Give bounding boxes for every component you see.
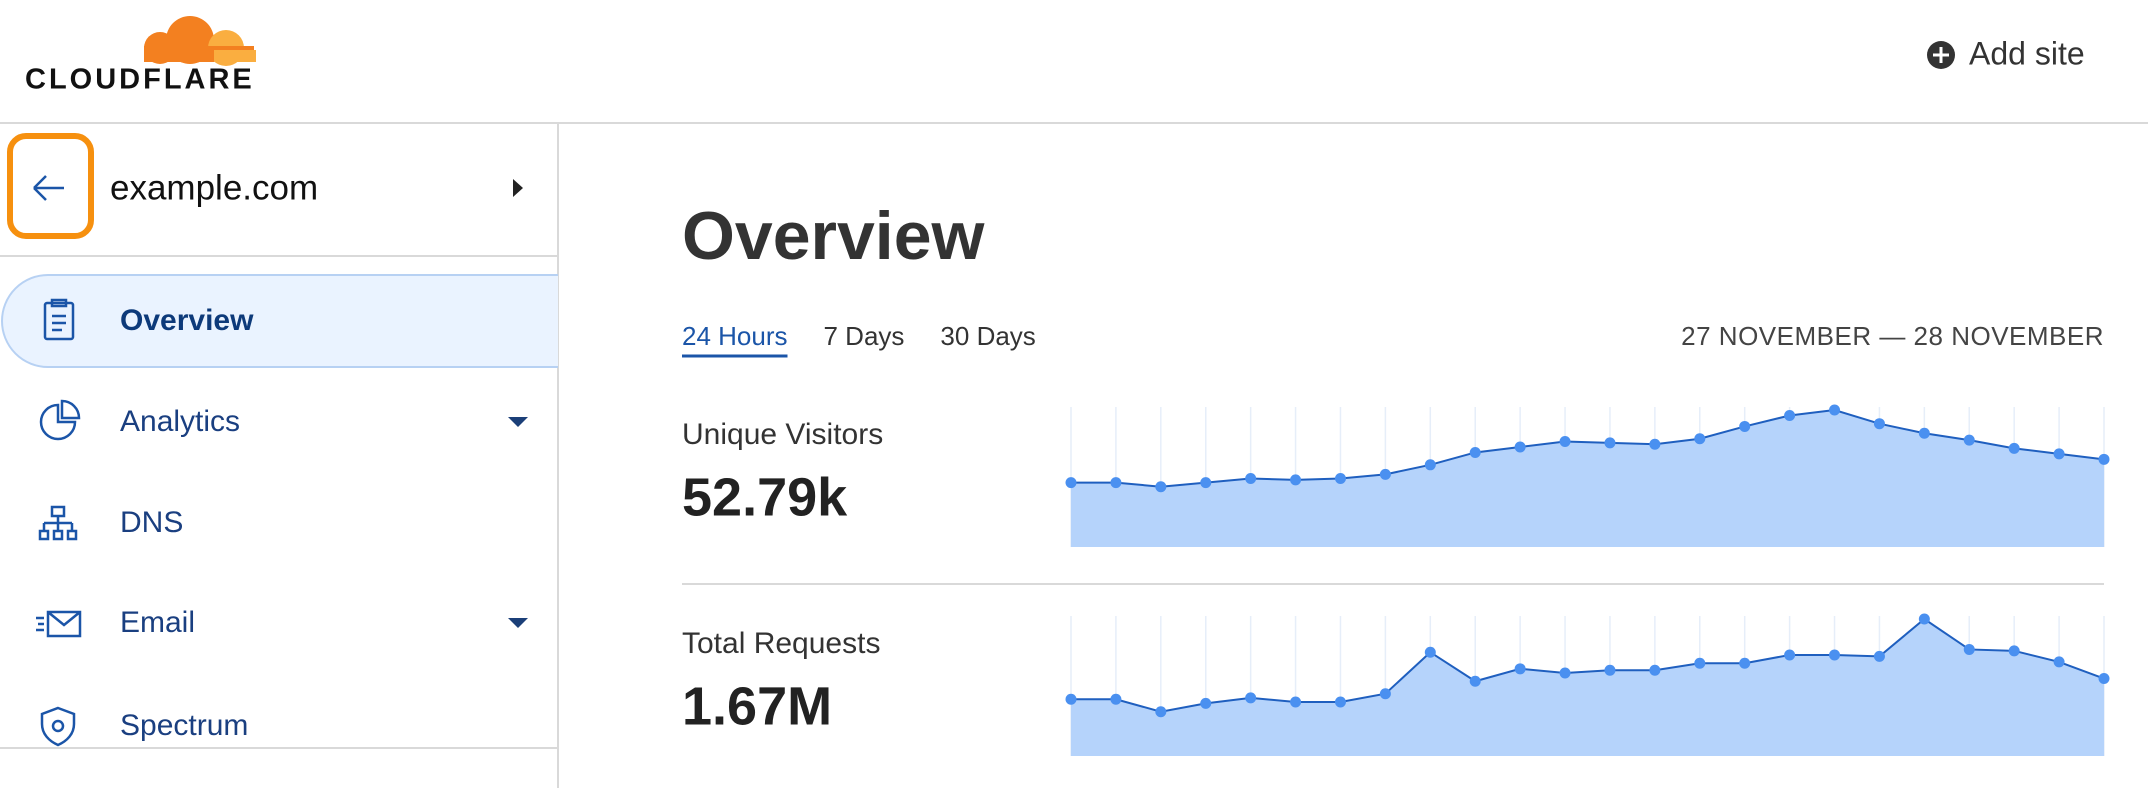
point <box>1155 481 1167 493</box>
point <box>1873 418 1885 430</box>
point <box>1649 438 1661 450</box>
point <box>2008 645 2020 657</box>
site-menu-arrow[interactable] <box>513 179 523 197</box>
point <box>1829 649 1841 661</box>
date-range: 27 NOVEMBER — 28 NOVEMBER <box>1681 321 2104 351</box>
point <box>1604 437 1616 449</box>
nav-item[interactable]: Analytics <box>120 405 240 438</box>
site-name[interactable]: example.com <box>110 168 318 207</box>
point <box>1200 697 1212 709</box>
point <box>2008 442 2020 454</box>
point <box>1155 706 1167 718</box>
point <box>1424 459 1436 471</box>
point <box>2053 448 2065 460</box>
stat-label: Total Requests <box>682 627 880 660</box>
point <box>1334 696 1346 708</box>
stat-value: 52.79k <box>682 467 848 527</box>
point <box>1784 649 1796 661</box>
nav-item[interactable]: Spectrum <box>120 709 248 742</box>
point <box>1559 436 1571 448</box>
point <box>1110 693 1122 705</box>
nav-item[interactable]: Overview <box>120 304 254 337</box>
nav-active-bg <box>1 274 558 368</box>
nav-item[interactable]: DNS <box>120 506 183 539</box>
point <box>2098 673 2110 685</box>
point <box>1065 693 1077 705</box>
point <box>1784 409 1796 421</box>
back-highlight <box>7 133 94 239</box>
point <box>1065 477 1077 489</box>
point <box>1514 441 1526 453</box>
point <box>1379 468 1391 480</box>
logo-text: CLOUDFLARE <box>25 64 255 96</box>
point <box>1649 664 1661 676</box>
tab[interactable]: 7 Days <box>824 321 905 351</box>
area <box>1071 410 2104 547</box>
point <box>1514 663 1526 675</box>
point <box>1200 477 1212 489</box>
logo[interactable]: CLOUDFLARE <box>25 16 256 96</box>
point <box>1290 696 1302 708</box>
point <box>1245 692 1257 704</box>
point <box>2098 453 2110 465</box>
point <box>1334 473 1346 484</box>
point <box>1829 404 1841 416</box>
add-site[interactable]: Add site <box>1927 35 2085 71</box>
back-button[interactable] <box>33 175 64 201</box>
line <box>1071 408 2105 488</box>
add-site-label: Add site <box>1969 35 2085 71</box>
point <box>2053 656 2065 668</box>
point <box>1963 643 1975 655</box>
point <box>1245 473 1257 484</box>
point <box>1918 613 1930 625</box>
point <box>1963 434 1975 446</box>
nav-item[interactable]: Email <box>120 606 195 639</box>
point <box>1379 688 1391 700</box>
tab[interactable]: 24 Hours <box>682 321 788 351</box>
line <box>1071 617 2105 713</box>
point <box>1918 427 1930 439</box>
point <box>1559 667 1571 679</box>
area <box>1071 619 2104 756</box>
stat-value: 1.67M <box>682 676 832 736</box>
point <box>1739 657 1751 669</box>
point <box>1469 675 1481 687</box>
nav-icon <box>36 298 82 747</box>
point <box>1739 420 1751 432</box>
stat-label: Unique Visitors <box>682 418 883 451</box>
page-title: Overview <box>682 198 986 274</box>
point <box>1694 657 1706 669</box>
point <box>1424 646 1436 658</box>
expand-arrow[interactable] <box>508 417 528 427</box>
point <box>1110 477 1122 489</box>
point <box>1469 446 1481 458</box>
point <box>1290 474 1302 486</box>
point <box>1873 650 1885 662</box>
point <box>1604 664 1616 676</box>
point <box>1694 433 1706 445</box>
tab[interactable]: 30 Days <box>940 321 1035 351</box>
expand-arrow[interactable] <box>508 618 528 628</box>
